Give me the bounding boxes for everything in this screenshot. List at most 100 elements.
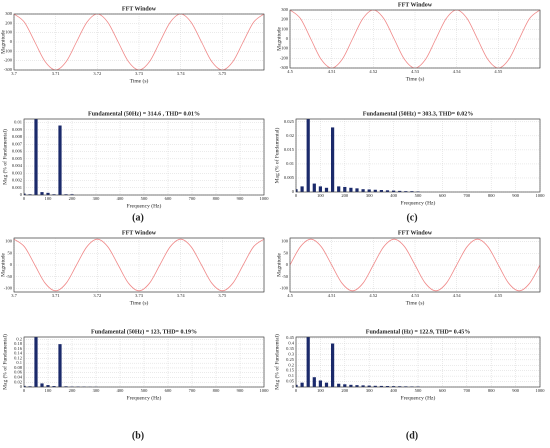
- x-tick-label: 900: [512, 388, 520, 393]
- x-tick-label: 4.51: [328, 69, 336, 74]
- x-tick-label: 700: [189, 388, 197, 393]
- y-tick-label: 0.01: [14, 120, 22, 125]
- x-tick-label: 3.73: [135, 293, 144, 298]
- x-tick-label: 600: [165, 196, 173, 201]
- bar: [52, 194, 56, 195]
- y-tick-label: 100: [5, 30, 13, 35]
- plot-frame: [295, 336, 541, 388]
- y-tick-label: 200: [5, 20, 13, 25]
- bar: [58, 125, 62, 195]
- x-tick-label: 3.75: [218, 293, 227, 298]
- x-tick-label: 900: [512, 193, 520, 198]
- bar: [40, 192, 44, 195]
- bar: [306, 337, 310, 387]
- y-tick-label: 0.02: [14, 379, 22, 384]
- bar: [349, 384, 353, 387]
- x-tick-label: 1000: [260, 388, 270, 393]
- x-tick-label: 4.5: [287, 293, 293, 298]
- bar: [46, 385, 50, 387]
- y-tick-label: 0.15: [286, 368, 295, 373]
- x-tick-label: 4.53: [411, 293, 420, 298]
- y-tick-label: 0.003: [12, 170, 23, 175]
- y-tick-label: 0.004: [12, 163, 23, 168]
- x-tick-label: 400: [117, 388, 125, 393]
- bar: [373, 385, 377, 387]
- chart-title: FFT Window: [122, 6, 157, 12]
- plot-frame: [13, 13, 265, 71]
- bar: [318, 380, 322, 387]
- y-tick-label: 0.16: [14, 346, 23, 351]
- x-tick-label: 500: [141, 196, 149, 201]
- bar: [385, 386, 390, 387]
- x-tick-label: 3.71: [52, 71, 60, 76]
- y-tick-label: 0.18: [14, 341, 23, 346]
- x-tick-label: 3.72: [93, 71, 101, 76]
- x-tick-label: 800: [213, 388, 221, 393]
- chart-title: Fundamental (50Hz) = 303.3, THD= 0.02%: [363, 110, 473, 117]
- bar: [349, 187, 353, 192]
- y-axis-label: Magnitude: [276, 253, 282, 277]
- chart-title: FFT Window: [398, 2, 433, 8]
- y-tick-label: 0.005: [12, 156, 23, 161]
- x-axis-label: Time (s): [130, 299, 149, 306]
- x-tick-label: 100: [45, 388, 53, 393]
- y-tick-label: 0.3: [288, 351, 294, 356]
- x-tick-label: 3.74: [177, 293, 186, 298]
- bar: [318, 186, 322, 192]
- bar: [416, 191, 420, 192]
- y-tick-label: 0.04: [14, 375, 23, 380]
- bar: [337, 383, 341, 387]
- plot-frame: [295, 118, 541, 193]
- x-tick-label: 600: [439, 193, 447, 198]
- bar: [70, 194, 74, 195]
- x-tick-label: 100: [317, 388, 325, 393]
- x-tick-label: 100: [317, 193, 325, 198]
- x-tick-label: 300: [93, 196, 101, 201]
- bar: [24, 385, 26, 387]
- panel-label: (b): [132, 430, 144, 441]
- x-tick-label: 4.52: [369, 69, 377, 74]
- y-tick-label: -100: [280, 46, 289, 51]
- bar: [410, 191, 414, 192]
- x-tick-label: 600: [439, 388, 447, 393]
- bar: [58, 344, 62, 387]
- y-tick-label: -50: [6, 274, 13, 279]
- y-tick-label: 50: [8, 250, 13, 255]
- bar: [343, 384, 347, 387]
- x-tick-label: 0: [295, 388, 298, 393]
- y-tick-label: 0.008: [12, 134, 23, 139]
- bar: [385, 190, 390, 192]
- bar: [361, 385, 365, 387]
- chart-title: Fundamental (50Hz) = 123, THD= 0.19%: [91, 328, 197, 335]
- plot-marks: [24, 119, 74, 195]
- bar: [312, 183, 316, 192]
- bar: [324, 187, 329, 192]
- x-tick-label: 400: [117, 196, 125, 201]
- signal-line: [290, 238, 540, 292]
- y-tick-label: 0.12: [14, 355, 22, 360]
- bar: [64, 194, 68, 195]
- x-tick-label: 4.53: [411, 69, 420, 74]
- x-tick-label: 3.72: [93, 293, 101, 298]
- x-axis-label: Time (s): [130, 77, 149, 84]
- y-axis-label: Mag (% of Fundamental): [273, 334, 280, 390]
- x-tick-label: 200: [341, 193, 349, 198]
- y-tick-label: 0.02: [286, 133, 294, 138]
- chart-title: FFT Window: [122, 230, 157, 236]
- y-tick-label: -300: [4, 67, 13, 72]
- bar: [361, 189, 365, 192]
- y-tick-label: 0.25: [286, 357, 295, 362]
- y-tick-label: -100: [4, 48, 13, 53]
- chart-title: Fundamental (Hz) = 122.9, THD= 0.45%: [366, 328, 470, 335]
- y-tick-label: 300: [281, 7, 289, 12]
- bar: [296, 384, 298, 387]
- bar: [392, 190, 396, 192]
- x-axis-label: Time (s): [406, 299, 425, 306]
- signal-line: [14, 238, 264, 292]
- x-tick-label: 400: [390, 388, 398, 393]
- x-tick-label: 0: [23, 388, 26, 393]
- bar: [355, 188, 359, 192]
- y-tick-label: 0.35: [286, 346, 295, 351]
- bar: [367, 189, 371, 192]
